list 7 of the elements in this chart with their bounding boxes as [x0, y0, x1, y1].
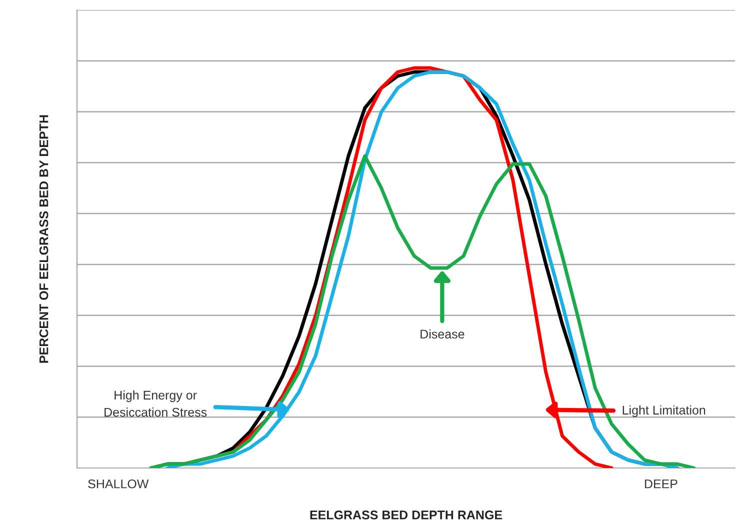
annotation: High Energy or Desiccation Stress	[104, 390, 207, 417]
annotation: Light Limitation	[622, 405, 706, 418]
annotation: Disease	[420, 329, 464, 339]
x-axis-title: EELGRASS BED DEPTH RANGE	[310, 510, 502, 520]
x-tick-label: SHALLOW	[88, 479, 149, 488]
y-axis-title: PERCENT OF EELGRASS BED BY DEPTH	[39, 115, 48, 363]
x-tick-label: DEEP	[644, 480, 678, 488]
